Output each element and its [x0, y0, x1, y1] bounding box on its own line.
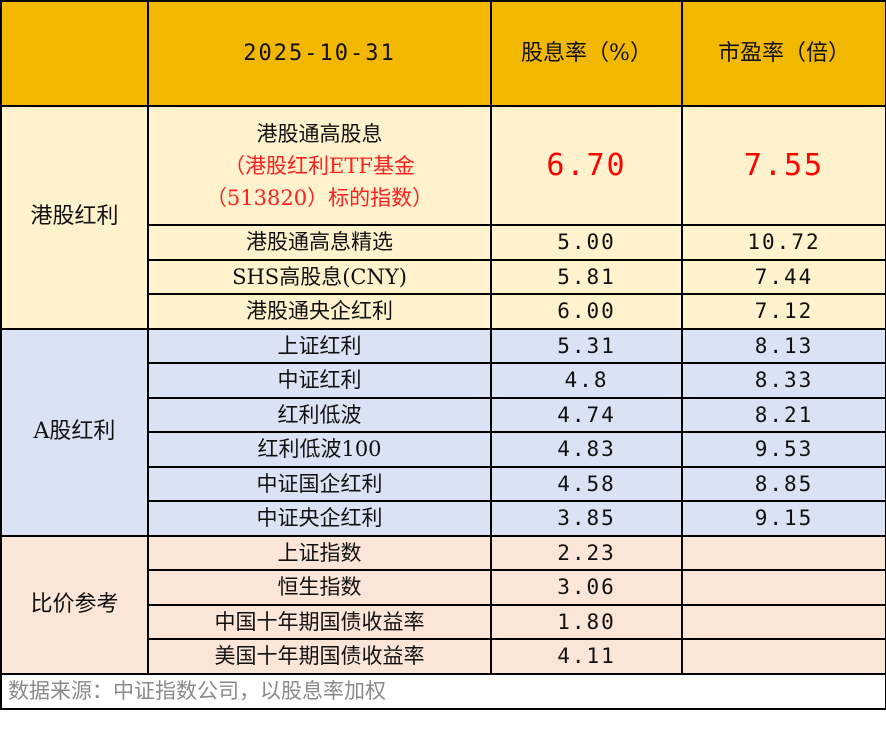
header-date: 2025-10-31: [147, 0, 492, 107]
dividend-yield-table: 2025-10-31 股息率（%） 市盈率（倍） 港股红利 港股通高股息 （港股红利…: [0, 0, 886, 710]
data-source-note: 数据来源：中证指数公司，以股息率加权: [0, 672, 886, 710]
index-name-text: 中证央企红利: [256, 506, 383, 531]
index-name: 上证红利: [147, 327, 492, 364]
index-name-text: 红利低波100: [257, 437, 382, 462]
dividend-yield-value: 5.00: [490, 224, 683, 261]
index-name: 上证指数: [147, 534, 492, 571]
table-row: 中国十年期国债收益率 1.80: [1, 603, 886, 640]
dividend-yield-value: 6.70: [490, 105, 683, 226]
index-name-text: 中国十年期国债收益率: [214, 609, 425, 634]
index-note: （513820）标的指数）: [205, 185, 434, 210]
group-label: A股红利: [0, 327, 149, 537]
index-name: 中国十年期国债收益率: [147, 603, 492, 640]
table-row: 港股通高息精选 5.00 10.72: [1, 224, 886, 261]
dividend-yield-value: 4.58: [490, 465, 683, 502]
index-name-text: SHS高股息(CNY): [232, 264, 407, 289]
index-name: 红利低波: [147, 396, 492, 433]
index-name: 中证国企红利: [147, 465, 492, 502]
table-row: 中证央企红利 3.85 9.15: [1, 500, 886, 537]
index-name-text: 红利低波: [277, 402, 362, 427]
table-row: 红利低波 4.74 8.21: [1, 396, 886, 433]
index-name-text: 上证红利: [277, 333, 362, 358]
dividend-yield-value: 4.74: [490, 396, 683, 433]
pe-ratio-value: [681, 638, 886, 675]
dividend-yield-value: 5.81: [490, 258, 683, 295]
index-name-text: 港股通高息精选: [246, 230, 393, 255]
dividend-yield-value: 4.83: [490, 431, 683, 468]
index-name: 港股通高股息 （港股红利ETF基金 （513820）标的指数）: [147, 105, 492, 226]
dividend-yield-value: 3.06: [490, 569, 683, 606]
index-name: 港股通高息精选: [147, 224, 492, 261]
index-name-text: 中证国企红利: [256, 471, 383, 496]
group-label: 比价参考: [0, 534, 149, 675]
pe-ratio-value: [681, 569, 886, 606]
index-name: 中证央企红利: [147, 500, 492, 537]
table-row: 中证红利 4.8 8.33: [1, 362, 886, 399]
index-name-text: 港股通高股息: [256, 121, 383, 146]
pe-ratio-value: 10.72: [681, 224, 886, 261]
header-pe: 市盈率（倍）: [681, 0, 886, 107]
index-name-text: 港股通央企红利: [246, 299, 393, 324]
pe-ratio-value: 7.44: [681, 258, 886, 295]
pe-ratio-value: 8.85: [681, 465, 886, 502]
pe-ratio-value: [681, 603, 886, 640]
pe-ratio-value: 9.15: [681, 500, 886, 537]
pe-ratio-value: [681, 534, 886, 571]
footer-row: 数据来源：中证指数公司，以股息率加权: [0, 672, 886, 710]
pe-ratio-value: 8.21: [681, 396, 886, 433]
table-row: 恒生指数 3.06: [1, 569, 886, 606]
index-name: 中证红利: [147, 362, 492, 399]
header-row: 2025-10-31 股息率（%） 市盈率（倍）: [0, 0, 886, 107]
dividend-yield-value: 4.11: [490, 638, 683, 675]
pe-ratio-value: 7.55: [681, 105, 886, 226]
dividend-yield-value: 3.85: [490, 500, 683, 537]
index-name-text: 恒生指数: [277, 575, 362, 600]
table-row: 红利低波100 4.83 9.53: [1, 431, 886, 468]
table-row: 中证国企红利 4.58 8.85: [1, 465, 886, 502]
header-blank: [0, 0, 149, 107]
table-row: 美国十年期国债收益率 4.11: [1, 638, 886, 675]
table-row: 港股通央企红利 6.00 7.12: [1, 293, 886, 330]
table-row: A股红利 上证红利 5.31 8.13: [0, 327, 886, 537]
index-name: 红利低波100: [147, 431, 492, 468]
index-name: SHS高股息(CNY): [147, 258, 492, 295]
dividend-yield-value: 6.00: [490, 293, 683, 330]
header-yield: 股息率（%）: [490, 0, 683, 107]
table-row: 港股红利 港股通高股息 （港股红利ETF基金 （513820）标的指数） 6.70 7.5…: [0, 105, 886, 330]
dividend-yield-value: 2.23: [490, 534, 683, 571]
dividend-yield-value: 4.8: [490, 362, 683, 399]
index-note: （港股红利ETF基金: [224, 153, 415, 178]
pe-ratio-value: 8.33: [681, 362, 886, 399]
index-name-text: 上证指数: [277, 540, 362, 565]
index-name-text: 中证红利: [277, 368, 362, 393]
index-name-text: 美国十年期国债收益率: [214, 644, 425, 669]
pe-ratio-value: 8.13: [681, 327, 886, 364]
index-name: 恒生指数: [147, 569, 492, 606]
dividend-yield-value: 5.31: [490, 327, 683, 364]
pe-ratio-value: 9.53: [681, 431, 886, 468]
index-name: 美国十年期国债收益率: [147, 638, 492, 675]
index-name: 港股通央企红利: [147, 293, 492, 330]
dividend-yield-value: 1.80: [490, 603, 683, 640]
group-label: 港股红利: [0, 105, 149, 330]
table-row: SHS高股息(CNY) 5.81 7.44: [1, 258, 886, 295]
pe-ratio-value: 7.12: [681, 293, 886, 330]
table-row: 比价参考 上证指数 2.23: [0, 534, 886, 675]
